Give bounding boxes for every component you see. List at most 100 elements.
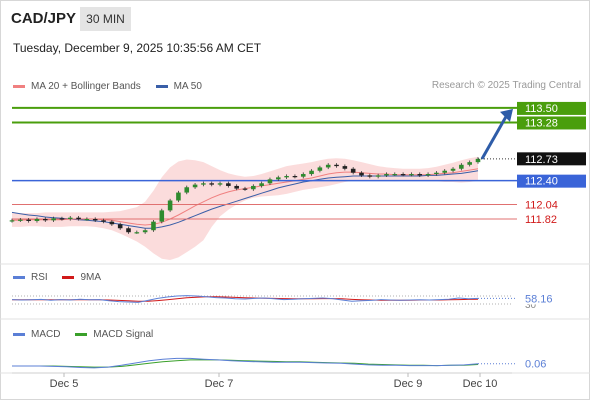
level-label-113.50: 113.50 [525,103,558,115]
level-label-113.28: 113.28 [525,117,558,129]
candle [109,221,115,225]
candle [359,172,364,176]
macd-legend: MACD MACD Signal [13,328,165,340]
candle [251,185,256,190]
price-legend: MA 20 + Bollinger Bands MA 50 [13,80,214,92]
rsi-line [11,295,479,303]
candle [284,176,289,178]
symbol-title: CAD/JPY [11,10,77,27]
level-label-bg-112.40 [517,174,586,188]
legend-label-macd: MACD [31,329,61,340]
candle [409,174,414,176]
candle [184,187,190,193]
candle [18,219,23,221]
candle [151,221,156,231]
level-label-112.04: 112.04 [525,199,558,211]
candle [267,179,273,184]
legend-swatch-9ma [62,276,75,279]
research-credit: Research © 2025 Trading Central [431,80,581,91]
legend-item-ma20: MA 20 + Bollinger Bands [13,81,141,92]
candle [342,166,348,169]
candle [400,174,406,176]
candle [84,219,90,221]
rsi-legend: RSI 9MA [13,271,113,283]
rsi-tick-label: 30 [525,300,537,311]
candle [34,219,40,221]
candle [434,172,439,175]
level-label-112.40: 112.40 [525,176,558,188]
legend-label-rsi: RSI [31,272,48,283]
candle [325,164,331,168]
legend-swatch-ma50 [155,85,168,88]
legend-item-ma50: MA 50 [155,81,202,92]
candle [192,184,198,188]
candle [59,218,65,220]
candle [159,210,165,222]
candle [209,183,215,185]
macd-last-value: 0.06 [525,359,546,371]
candle [234,185,239,189]
candle [259,183,264,186]
legend-item-macd: MACD [13,329,60,340]
legend-swatch-rsi [13,276,25,279]
candle [126,228,131,233]
legend-label-ma20: MA 20 + Bollinger Bands [31,81,141,92]
candle [201,183,206,185]
candle [367,175,373,177]
candle [26,219,31,221]
candle [442,170,448,173]
candle [242,188,248,190]
candle [9,220,15,222]
legend-swatch-macd-signal [75,333,88,336]
legend-item-9ma: 9MA [62,272,101,283]
time-tick-label: Dec 7 [205,378,234,390]
legend-item-macd-signal: MACD Signal [75,329,153,340]
candle [217,183,223,185]
candle [375,175,381,177]
datetime-label: Tuesday, December 9, 2025 10:35:56 AM CE… [13,41,262,55]
candle [176,192,181,201]
legend-label-ma50: MA 50 [173,81,202,92]
candle [134,232,140,234]
level-label-bg-113.50 [517,101,586,115]
level-label-bg-113.28 [517,116,586,130]
candle [51,218,56,221]
candle [459,164,464,169]
candle [300,174,306,177]
candle [67,217,73,220]
candle [384,174,389,176]
current-price-tag [517,152,586,166]
candle [226,183,231,186]
bollinger-band [12,156,478,260]
forecast-arrow-head [500,108,513,122]
candle [76,217,81,220]
candle [42,219,48,221]
rsi-last-value: 58.16 [525,293,553,305]
candle [317,167,323,171]
legend-label-macd-signal: MACD Signal [93,329,154,340]
candle [467,162,472,165]
candle [350,168,356,173]
forecast-arrow [480,114,509,160]
rsi-last-value-bg [518,292,554,305]
candle [92,219,98,221]
legend-item-rsi: RSI [13,272,48,283]
candle [142,230,148,233]
candle [309,170,314,175]
current-price-label: 112.73 [525,154,558,166]
candle [117,224,123,229]
candle [292,176,298,178]
timeframe-button[interactable]: 30 MIN [80,7,131,31]
legend-swatch-ma20 [13,85,25,88]
legend-swatch-macd [13,333,25,336]
candle [101,220,106,222]
candle [450,168,456,171]
candle [425,174,431,176]
time-tick-label: Dec 10 [463,378,498,390]
time-tick-label: Dec 5 [50,378,79,390]
candle [392,174,398,176]
candle [275,177,281,180]
candle [417,174,423,176]
